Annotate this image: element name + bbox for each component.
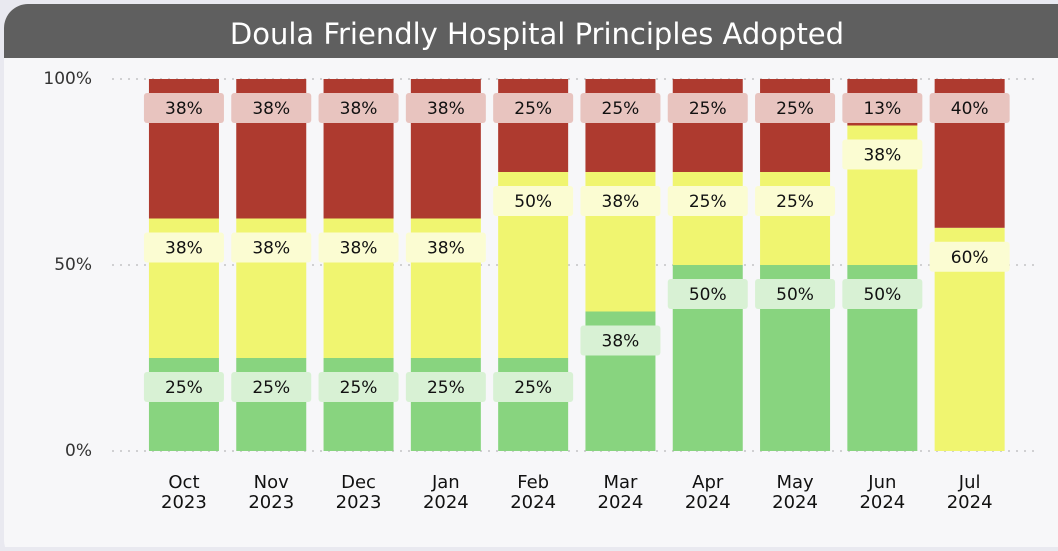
data-label: 38% — [252, 99, 290, 119]
data-label-bg — [493, 186, 574, 216]
data-label: 50% — [689, 285, 727, 305]
data-label-bg — [929, 241, 1010, 272]
data-label-bg — [667, 186, 748, 216]
data-label: 25% — [776, 192, 814, 212]
data-label: 38% — [427, 239, 465, 259]
x-tick-label: 2023 — [161, 492, 207, 513]
data-label-bg — [405, 372, 486, 402]
data-label-bg — [667, 93, 748, 123]
bar-segment — [672, 172, 743, 265]
data-label-bg — [842, 279, 923, 309]
x-tick-label: 2024 — [510, 492, 556, 513]
data-label-bg — [580, 186, 661, 216]
data-label-bg — [405, 93, 486, 123]
data-label-bg — [667, 279, 748, 309]
data-label: 25% — [514, 378, 552, 398]
title-bar — [4, 4, 1058, 58]
data-label-bg — [143, 93, 224, 123]
x-tick-label: May — [776, 472, 814, 493]
y-tick-label: 100% — [43, 69, 92, 89]
y-tick-label: 50% — [54, 255, 92, 275]
x-tick-label: 2024 — [423, 492, 469, 513]
data-label: 38% — [165, 239, 203, 259]
data-label: 50% — [863, 285, 901, 305]
data-label: 38% — [340, 99, 378, 119]
data-label-bg — [143, 232, 224, 263]
x-tick-label: 2024 — [598, 492, 644, 513]
data-label-bg — [318, 232, 399, 263]
data-label: 40% — [951, 99, 989, 119]
x-tick-label: Feb — [517, 472, 549, 493]
data-label: 38% — [863, 146, 901, 166]
data-label: 25% — [514, 99, 552, 119]
data-label: 50% — [776, 285, 814, 305]
bar-segment — [498, 79, 569, 172]
data-label: 25% — [252, 378, 290, 398]
data-label: 38% — [602, 332, 640, 352]
x-tick-label: Jun — [867, 472, 896, 493]
data-label: 25% — [689, 192, 727, 212]
data-label: 38% — [602, 192, 640, 212]
data-label-bg — [755, 279, 836, 309]
data-label-bg — [318, 93, 399, 123]
bar-segment — [498, 358, 569, 451]
bar-segment — [148, 358, 219, 451]
y-tick-label: 0% — [65, 441, 92, 461]
data-label-bg — [493, 372, 574, 402]
data-label: 25% — [602, 99, 640, 119]
data-label: 25% — [689, 99, 727, 119]
data-label-bg — [405, 232, 486, 263]
x-tick-label: 2024 — [859, 492, 905, 513]
data-label-bg — [318, 372, 399, 402]
chart-title: Doula Friendly Hospital Principles Adopt… — [230, 17, 844, 51]
data-label-bg — [580, 325, 661, 356]
x-tick-label: 2023 — [336, 492, 382, 513]
data-label: 38% — [427, 99, 465, 119]
data-label-bg — [231, 372, 312, 402]
data-label: 25% — [165, 378, 203, 398]
data-label-bg — [755, 186, 836, 216]
data-label-bg — [842, 139, 923, 170]
data-label-bg — [580, 93, 661, 123]
data-label-bg — [755, 93, 836, 123]
data-label: 60% — [951, 248, 989, 268]
x-tick-label: Dec — [341, 472, 376, 493]
x-tick-label: 2024 — [947, 492, 993, 513]
data-label: 25% — [776, 99, 814, 119]
data-label-bg — [929, 93, 1010, 123]
bar-segment — [585, 79, 656, 172]
data-label: 25% — [340, 378, 378, 398]
bar-segment — [410, 358, 481, 451]
bar-segment — [323, 358, 394, 451]
x-tick-label: Oct — [168, 472, 199, 493]
data-label-bg — [493, 93, 574, 123]
x-tick-label: 2023 — [248, 492, 294, 513]
data-label-bg — [231, 93, 312, 123]
data-label: 50% — [514, 192, 552, 212]
x-tick-label: Apr — [692, 472, 724, 493]
x-tick-label: Jul — [958, 472, 981, 493]
data-label: 38% — [340, 239, 378, 259]
data-label: 13% — [863, 99, 901, 119]
bar-segment — [236, 358, 307, 451]
x-tick-label: Jan — [431, 472, 460, 493]
data-label-bg — [842, 93, 923, 123]
x-tick-label: Mar — [603, 472, 638, 493]
data-label-bg — [231, 232, 312, 263]
x-tick-label: Nov — [254, 472, 289, 493]
bar-segment — [760, 79, 831, 172]
x-tick-label: 2024 — [772, 492, 818, 513]
bar-segment — [672, 79, 743, 172]
data-label: 38% — [165, 99, 203, 119]
data-label: 25% — [427, 378, 465, 398]
data-label-bg — [143, 372, 224, 402]
bar-segment — [760, 172, 831, 265]
x-tick-label: 2024 — [685, 492, 731, 513]
data-label: 38% — [252, 239, 290, 259]
